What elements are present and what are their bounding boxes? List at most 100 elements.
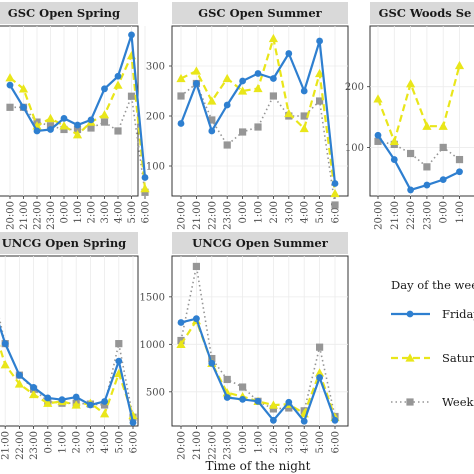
data-point [223,375,231,384]
x-tick-label: 5:00 [127,201,138,223]
panel-5: UNCG Open Summer 500 1000 1500 20:00 21:00 22:… [140,232,349,460]
data-point [223,394,231,401]
data-point [331,180,339,187]
data-point [422,121,432,130]
x-tick-label: 20:00 [374,201,385,230]
data-point [268,400,278,409]
data-point [438,121,448,130]
x-tick-label: 1:00 [254,201,265,223]
y-tick-label: 100 [345,143,364,154]
legend-key-friday: Friday [391,307,474,321]
x-tick-label: 2:00 [269,431,280,453]
panel-strip [0,2,138,24]
data-point [439,176,447,184]
x-tick-label: 5:00 [315,431,326,453]
x-tick-label: 6:00 [331,431,342,453]
x-tick-label: 22:00 [33,201,44,230]
x-tick-label: 20:00 [177,201,188,230]
panel-strip [370,2,474,24]
data-point [72,393,80,401]
data-point [100,409,110,418]
data-point [44,394,52,402]
data-point [300,87,308,95]
x-tick-label: 23:00 [223,431,234,460]
data-point [254,123,262,131]
legend-background [378,260,474,420]
series-friday [6,31,149,181]
data-point [269,92,277,100]
series-line [10,95,146,193]
x-tick-label: 4:00 [300,431,311,453]
x-tick-label: 3:00 [86,431,97,453]
x-tick-label: 4:00 [100,431,111,453]
x-tick-label: 1:00 [58,431,69,453]
data-point [1,340,9,348]
data-point [239,383,247,391]
x-tick-label: 3:00 [284,431,295,453]
data-point [254,397,262,405]
panel-3: GSC Woods Se 100 200 20:00 21:00 22:00 23:00 0:… [345,2,474,230]
panel-title: GSC Open Summer [198,6,322,20]
panel-strip [172,2,348,24]
data-point [100,118,109,126]
data-point [407,186,414,194]
series-friday [374,131,463,194]
legend-marker [405,353,415,362]
data-point [316,343,324,351]
x-tick-label: 1:00 [455,201,466,223]
y-tick-label: 1500 [140,292,165,303]
data-point [285,50,293,57]
x-tick-label: 1:00 [254,431,265,453]
data-point [6,81,14,89]
data-point [207,96,217,105]
data-point [423,163,431,171]
x-tick-label: 2:00 [87,201,98,223]
x-tick-label: 20:00 [177,431,188,460]
data-point [285,398,293,406]
y-tick-label: 1000 [140,340,165,351]
data-point [270,416,277,424]
legend-key-weekday: Weekday [391,395,474,409]
x-tick-label: 5:00 [315,201,326,223]
data-point [300,417,308,425]
x-tick-label: 21:00 [192,431,203,460]
x-tick-label: 0:00 [43,431,54,453]
plot-area [171,255,349,427]
data-point [208,354,216,363]
x-axis-title: Time of the night [206,459,311,473]
x-tick-label: 23:00 [46,201,57,230]
data-point [127,92,136,100]
x-tick-label: 6:00 [129,431,140,453]
data-point [191,66,201,75]
data-point [208,116,216,124]
data-point [60,125,68,134]
data-point [316,97,324,105]
data-point [330,188,340,198]
data-point [6,103,14,111]
data-point [46,122,55,130]
data-point [455,155,464,164]
data-point [222,73,232,83]
data-point [299,123,309,133]
x-tick-label: 6:00 [141,201,152,223]
data-point [45,113,56,123]
data-point [74,121,81,129]
data-point [373,94,383,103]
data-point [177,319,185,326]
x-tick-label: 0:00 [439,201,450,223]
data-point [223,101,231,109]
panel-title: GSC Woods Se [379,6,472,20]
data-point [20,103,27,111]
series-friday [177,37,339,187]
data-point [176,339,186,349]
panel-title: GSC Open Spring [8,6,120,20]
data-point [140,184,150,193]
data-point [238,86,248,95]
data-point [390,156,398,163]
series-saturday [373,60,465,146]
data-point [193,315,200,323]
y-tick-label: 500 [146,387,165,398]
series-line [0,344,135,416]
x-tick-label: 21:00 [192,201,203,230]
